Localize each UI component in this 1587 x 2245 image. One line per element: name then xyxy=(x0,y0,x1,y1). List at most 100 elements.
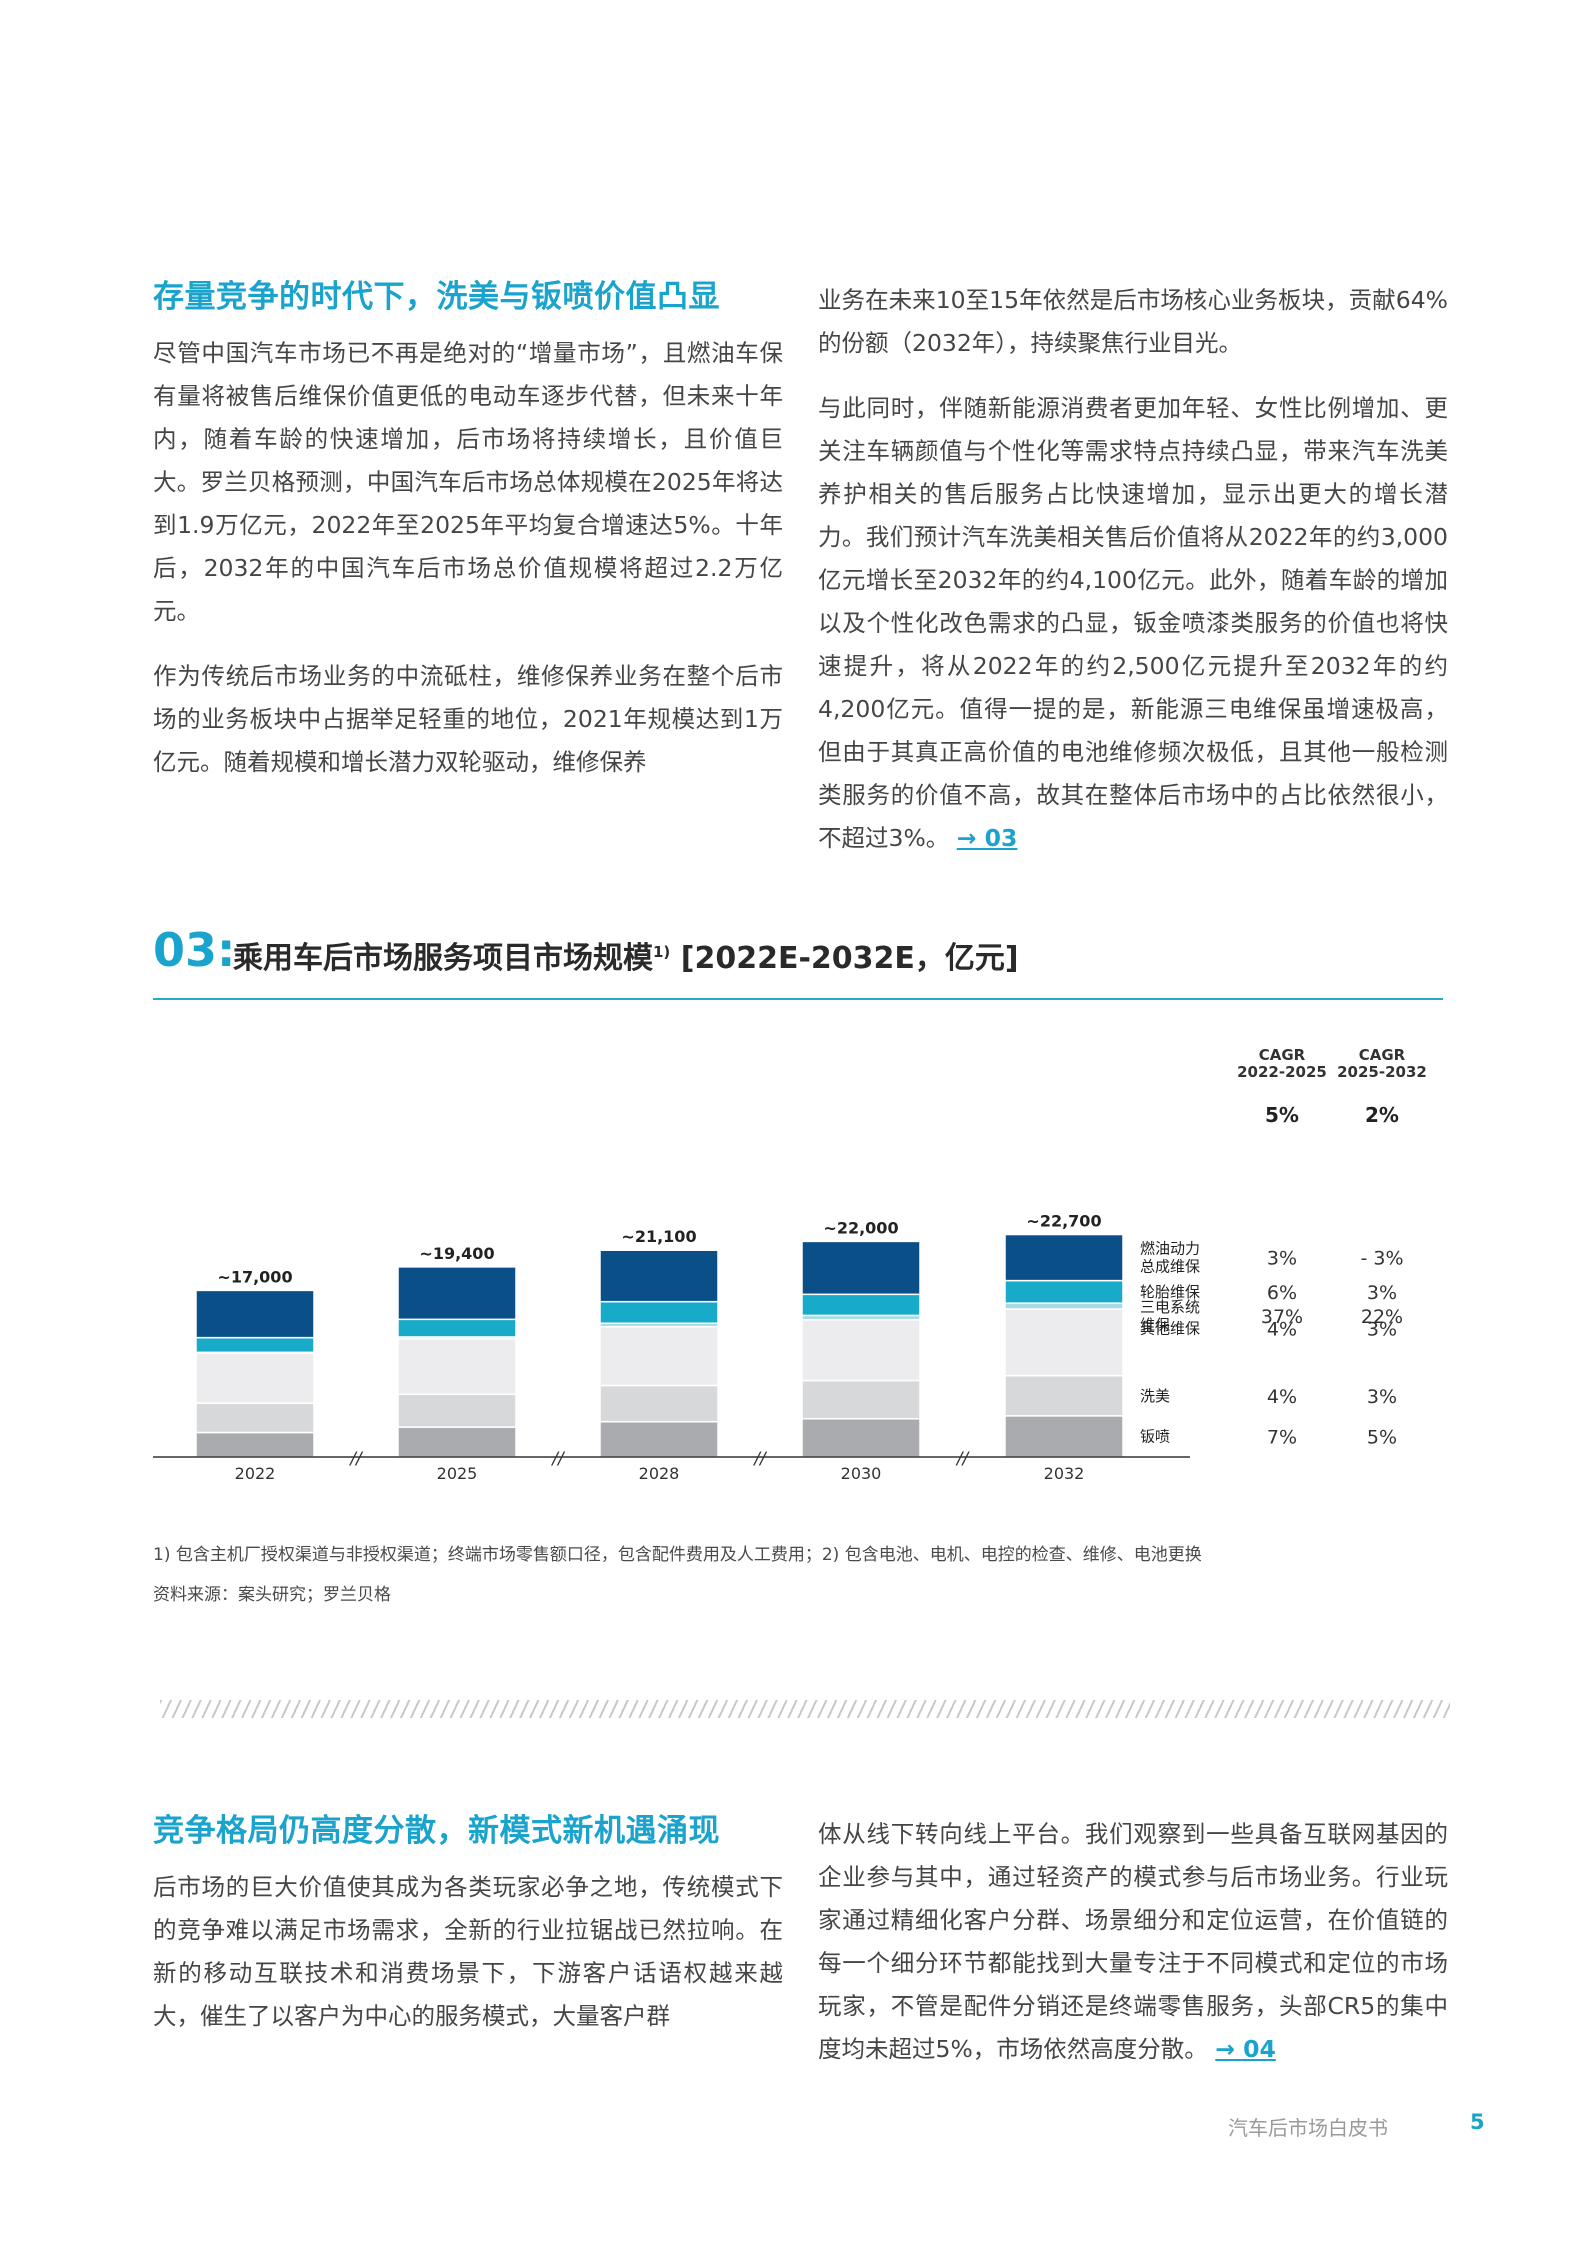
x-label-2032: 2032 xyxy=(1044,1464,1085,1483)
axis-break-2: // xyxy=(752,1449,768,1469)
bar-segment-2025-5 xyxy=(397,1266,517,1321)
section1-paragraph-3: 业务在未来10至15年依然是后市场核心业务板块，贡献64%的份额（2032年），… xyxy=(818,286,1448,357)
section1-paragraph-4-text: 与此同时，伴随新能源消费者更加年轻、女性比例增加、更关注车辆颜值与个性化等需求特… xyxy=(818,394,1448,852)
legend-label-5-1: 总成维保 xyxy=(1140,1258,1200,1276)
bar-segment-2032-0 xyxy=(1004,1415,1124,1458)
section2-heading: 竞争格局仍高度分散，新模式新机遇涌现 xyxy=(153,1813,720,1849)
bar-segment-2025-0 xyxy=(397,1426,517,1458)
section1-paragraph-1: 尽管中国汽车市场已不再是绝对的“增量市场”，且燃油车保有量将被售后维保价值更低的… xyxy=(153,339,783,625)
cagr-22-25-0: 7% xyxy=(1267,1426,1297,1448)
cagr-22-25-3: 37% xyxy=(1261,1306,1303,1328)
cagr-25-32-0: 5% xyxy=(1367,1426,1397,1448)
cagr-25-32-1: 3% xyxy=(1367,1386,1397,1408)
x-label-2022: 2022 xyxy=(235,1464,276,1483)
bar-segment-2022-4 xyxy=(195,1336,315,1354)
axis-break-3: // xyxy=(955,1449,971,1469)
chart-number-value: 03 xyxy=(153,923,218,977)
axis-breaks-group: // // // // xyxy=(348,1449,970,1469)
bar-segment-2030-1 xyxy=(801,1379,921,1420)
page-number: 5 xyxy=(1470,2110,1485,2134)
bar-segment-2032-5 xyxy=(1004,1233,1124,1282)
footer-title: 汽车后市场白皮书 xyxy=(1228,2116,1388,2140)
chart-title-text: 乘用车后市场服务项目市场规模 xyxy=(233,941,653,976)
cagr-25-32-5: - 3% xyxy=(1360,1248,1403,1270)
section2-paragraph-2-text: 体从线下转向线上平台。我们观察到一些具备互联网基因的企业参与其中，通过轻资产的模… xyxy=(818,1820,1448,2063)
bar-segment-2030-0 xyxy=(801,1418,921,1458)
bar-segment-2022-5 xyxy=(195,1289,315,1339)
chart-title: 乘用车后市场服务项目市场规模1) [2022E-2032E，亿元] xyxy=(233,932,1019,979)
section2-paragraph-2: 体从线下转向线上平台。我们观察到一些具备互联网基因的企业参与其中，通过轻资产的模… xyxy=(818,1813,1448,2071)
cagr-22-25-4: 6% xyxy=(1267,1282,1297,1304)
bar-segment-2025-4 xyxy=(397,1318,517,1338)
bars-group xyxy=(195,1233,1124,1458)
bar-segment-2022-2 xyxy=(195,1352,315,1404)
bar-segment-2028-0 xyxy=(599,1420,719,1458)
stacked-bar-chart: // // // // 2022 2025 2028 2030 2032 ~17,000 ~19… xyxy=(153,1046,1427,1483)
legend-label-3-1: 维保 xyxy=(1140,1316,1170,1334)
chart-number-colon: : xyxy=(217,923,236,977)
cagr-total-2: 2% xyxy=(1365,1103,1399,1127)
cagr-22-25-5: 3% xyxy=(1267,1248,1297,1270)
chart-footnote: 1) 包含主机厂授权渠道与非授权渠道；终端市场零售额口径，包含配件费用及人工费用… xyxy=(153,1545,1202,1565)
section2-left-column: 竞争格局仍高度分散，新模式新机遇涌现 后市场的巨大价值使其成为各类玩家必争之地，… xyxy=(153,1808,783,2060)
axis-break-1: // xyxy=(550,1449,566,1469)
cagr-header-2-line-1: CAGR xyxy=(1359,1046,1406,1064)
chart-title-row: 03: 乘用车后市场服务项目市场规模1) [2022E-2032E，亿元] xyxy=(153,920,1443,1000)
total-labels-group: ~17,000 ~19,400 ~21,100 ~22,000 ~22,700 xyxy=(217,1212,1101,1287)
legend-label-0-0: 钣喷 xyxy=(1140,1427,1170,1445)
chart-source: 资料来源：案头研究；罗兰贝格 xyxy=(153,1585,391,1605)
legend-label-2-0: 其他维保 xyxy=(1140,1319,1200,1337)
legend-label-3-0: 三电系统 xyxy=(1140,1298,1200,1316)
bar-segment-2025-1 xyxy=(397,1393,517,1428)
total-label-2032: ~22,700 xyxy=(1026,1212,1101,1231)
x-label-2025: 2025 xyxy=(437,1464,478,1483)
bar-segment-2028-4 xyxy=(599,1300,719,1324)
bar-segment-2030-2 xyxy=(801,1319,921,1382)
legend-label-4-0: 轮胎维保 xyxy=(1140,1283,1200,1301)
cagr-header-1-line-1: CAGR xyxy=(1259,1046,1306,1064)
chart-title-unit: [2022E-2032E，亿元] xyxy=(670,941,1019,976)
chart-title-footnote-mark: 1) xyxy=(653,943,671,961)
x-label-2028: 2028 xyxy=(639,1464,680,1483)
section2-paragraph-1: 后市场的巨大价值使其成为各类玩家必争之地，传统模式下的竞争难以满足市场需求，全新… xyxy=(153,1873,783,2030)
cagr-25-32-2: 3% xyxy=(1367,1318,1397,1340)
cagr-22-25-1: 4% xyxy=(1267,1386,1297,1408)
axis-break-0: // xyxy=(348,1449,364,1469)
section1-right-column: 业务在未来10至15年依然是后市场核心业务板块，贡献64%的份额（2032年），… xyxy=(818,279,1448,882)
exhibit-04-link[interactable]: → 04 xyxy=(1215,2035,1276,2063)
section2-right-column: 体从线下转向线上平台。我们观察到一些具备互联网基因的企业参与其中，通过轻资产的模… xyxy=(818,1813,1448,2093)
legend-label-5-0: 燃油动力 xyxy=(1140,1240,1200,1258)
section1-heading: 存量竞争的时代下，洗美与钣喷价值凸显 xyxy=(153,279,720,315)
bar-segment-2030-5 xyxy=(801,1240,921,1296)
bar-segment-2032-2 xyxy=(1004,1308,1124,1377)
section1-left-column: 存量竞争的时代下，洗美与钣喷价值凸显 尽管中国汽车市场已不再是绝对的“增量市场”… xyxy=(153,274,783,806)
bar-segment-2025-2 xyxy=(397,1338,517,1396)
bar-segment-2032-1 xyxy=(1004,1374,1124,1417)
total-label-2022: ~17,000 xyxy=(217,1267,292,1286)
bar-segment-2032-4 xyxy=(1004,1279,1124,1304)
section1-paragraph-2: 作为传统后市场业务的中流砥柱，维修保养业务在整个后市场的业务板块中占据举足轻重的… xyxy=(153,662,783,776)
exhibit-03-link[interactable]: → 03 xyxy=(956,824,1018,852)
x-axis-labels-group: 2022 2025 2028 2030 2032 xyxy=(235,1464,1085,1483)
section1-paragraph-4: 与此同时，伴随新能源消费者更加年轻、女性比例增加、更关注车辆颜值与个性化等需求特… xyxy=(818,387,1448,860)
legend-label-1-0: 洗美 xyxy=(1140,1387,1170,1405)
chart-number: 03: xyxy=(153,920,235,980)
total-label-2025: ~19,400 xyxy=(419,1244,494,1263)
cagr-25-32-3: 22% xyxy=(1361,1306,1403,1328)
bar-segment-2028-1 xyxy=(599,1384,719,1423)
cagr-total-1: 5% xyxy=(1265,1103,1299,1127)
bar-segment-2030-4 xyxy=(801,1293,921,1317)
bar-segment-2028-5 xyxy=(599,1249,719,1303)
bar-segment-2032-3 xyxy=(1004,1302,1124,1310)
cagr-header-1-line-2: 2022-2025 xyxy=(1237,1063,1327,1081)
cagr-table-group: CAGR 2022-2025 CAGR 2025-2032 5% 2% 7% 5%… xyxy=(1237,1046,1427,1448)
hatched-divider xyxy=(160,1700,1450,1718)
cagr-25-32-4: 3% xyxy=(1367,1282,1397,1304)
total-label-2028: ~21,100 xyxy=(621,1227,696,1246)
bar-segment-2022-1 xyxy=(195,1402,315,1434)
cagr-header-2-line-2: 2025-2032 xyxy=(1337,1063,1427,1081)
cagr-22-25-2: 4% xyxy=(1267,1318,1297,1340)
total-label-2030: ~22,000 xyxy=(823,1218,898,1237)
bar-segment-2028-2 xyxy=(599,1325,719,1387)
